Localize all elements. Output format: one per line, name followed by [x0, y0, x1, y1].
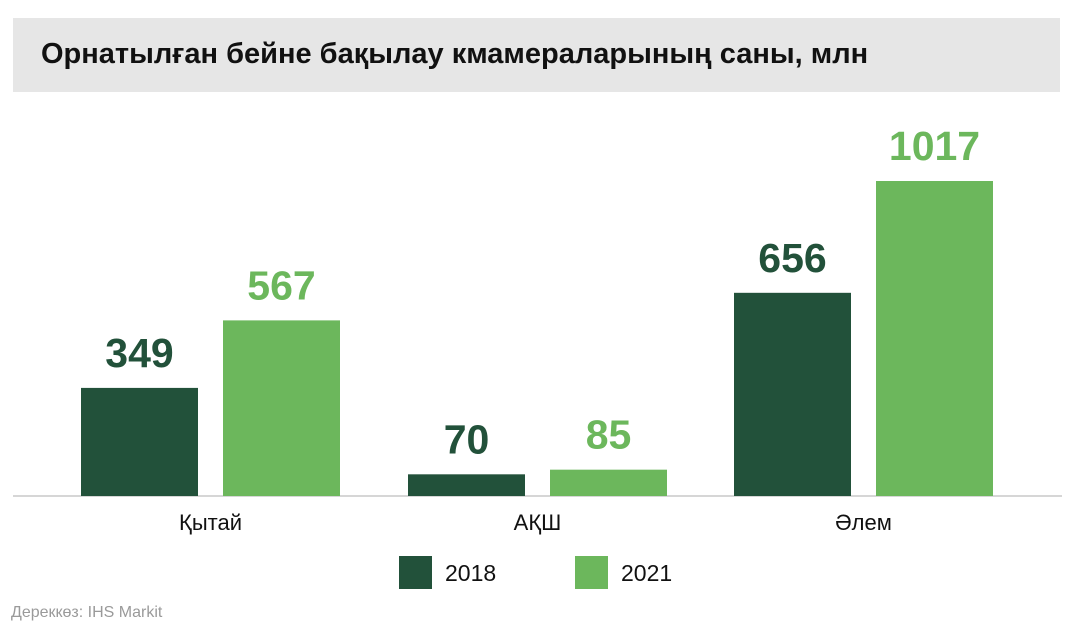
title-bar: Орнатылған бейне бақылау кмамераларының …	[13, 18, 1060, 92]
value-label-2018-0: 349	[105, 330, 173, 376]
value-label-2018-1: 70	[444, 416, 490, 462]
value-label-2021-1: 85	[586, 412, 632, 458]
bar-2021-1	[550, 469, 667, 496]
legend-label-2021: 2021	[621, 560, 673, 586]
bar-2021-2	[876, 181, 993, 496]
legend: 2018 2021	[0, 556, 1078, 590]
source-note: Дереккөз: IHS Markit	[11, 604, 163, 621]
category-label-0: Қытай	[179, 510, 242, 535]
value-label-2018-2: 656	[758, 235, 826, 281]
legend-label-2018: 2018	[445, 560, 497, 586]
value-label-2021-0: 567	[247, 262, 315, 308]
category-label-1: АҚШ	[514, 510, 562, 535]
legend-swatch-2018	[399, 556, 432, 589]
bar-2018-0	[81, 387, 198, 496]
bar-2021-0	[223, 320, 340, 496]
chart-title: Орнатылған бейне бақылау кмамераларының …	[41, 38, 869, 70]
bar-2018-1	[408, 474, 525, 496]
value-label-2021-2: 1017	[889, 123, 980, 169]
bar-2018-2	[734, 292, 851, 496]
category-label-2: Әлем	[835, 510, 892, 535]
legend-swatch-2021	[575, 556, 608, 589]
bar-chart: 349 567 Қытай 70 85 АҚШ 656 1017 Әлем	[13, 123, 1062, 535]
